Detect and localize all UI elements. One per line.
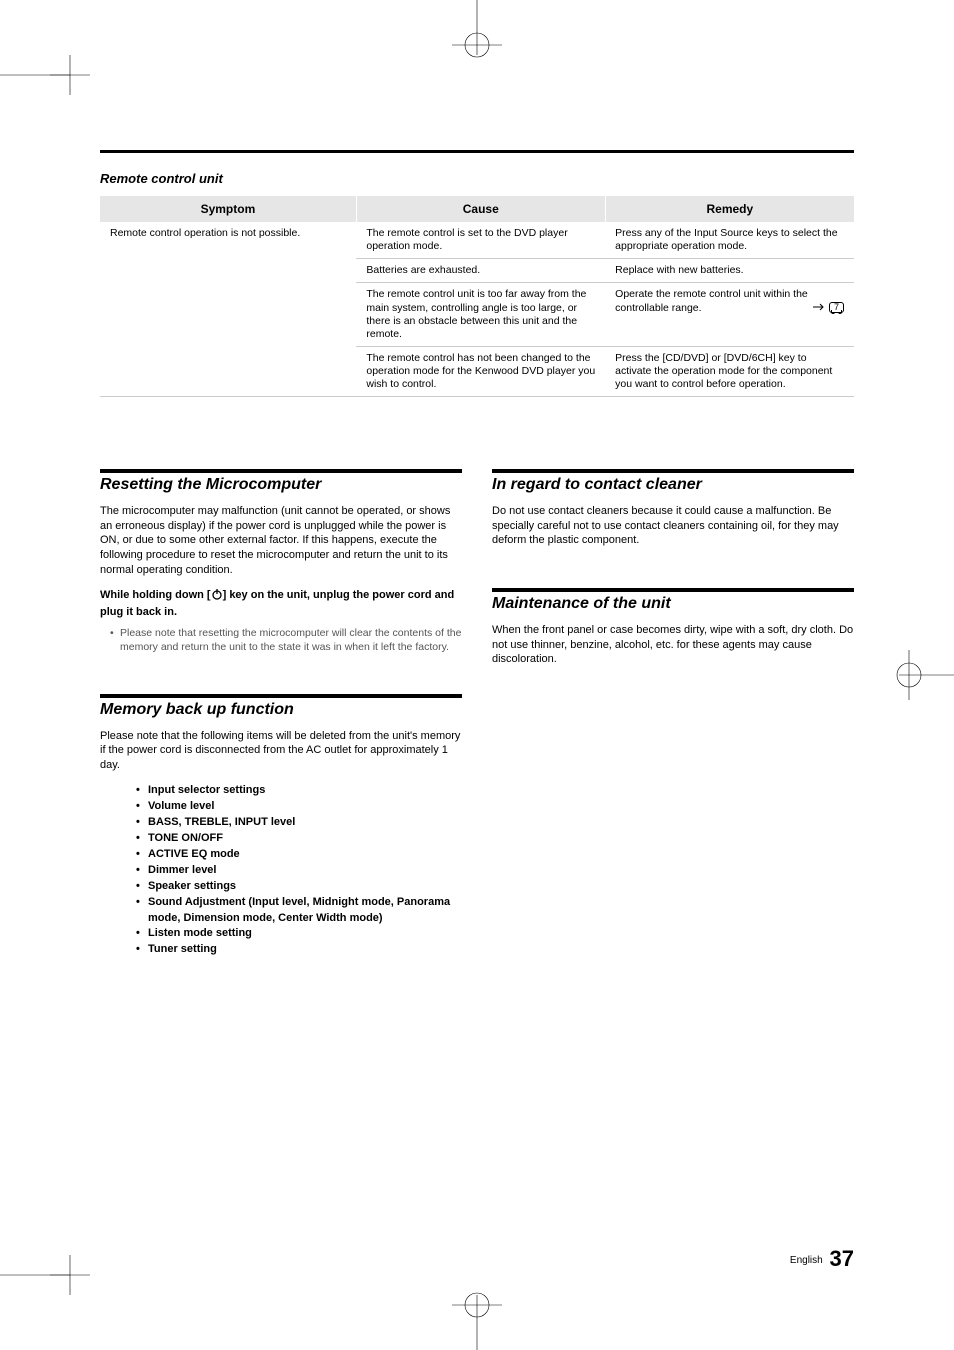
cell-cause: The remote control is set to the DVD pla… [356, 222, 605, 259]
cell-remedy: Replace with new batteries. [605, 259, 854, 283]
registration-mark-bottom [432, 1260, 522, 1350]
section-rule [100, 150, 854, 153]
list-item: Input selector settings [136, 783, 462, 799]
list-item: Volume level [136, 799, 462, 815]
power-icon [211, 588, 223, 605]
list-item: Listen mode setting [136, 926, 462, 942]
cell-symptom: Remote control operation is not possible… [100, 222, 356, 397]
body-text: Do not use contact cleaners because it c… [492, 504, 854, 549]
cell-remedy: Operate the remote control unit within t… [605, 283, 854, 347]
remedy-text: Operate the remote control unit within t… [615, 288, 808, 313]
troubleshooting-table: Symptom Cause Remedy Remote control oper… [100, 196, 854, 397]
footer-page: English 37 [790, 1246, 854, 1272]
registration-mark-top [432, 0, 522, 90]
list-item: Sound Adjustment (Input level, Midnight … [136, 895, 462, 927]
list-item: TONE ON/OFF [136, 831, 462, 847]
registration-mark-right [864, 630, 954, 720]
section-title: Maintenance of the unit [492, 595, 854, 613]
note-list: Please note that resetting the microcomp… [100, 626, 462, 654]
table-row: Remote control operation is not possible… [100, 222, 854, 259]
list-item: Dimmer level [136, 863, 462, 879]
th-cause: Cause [356, 196, 605, 222]
cropmark-bottom-left [0, 1230, 90, 1320]
section-maintenance: Maintenance of the unit When the front p… [492, 588, 854, 667]
cell-cause: The remote control unit is too far away … [356, 283, 605, 347]
cropmark-top-left [0, 30, 90, 120]
section-contact-cleaner: In regard to contact cleaner Do not use … [492, 469, 854, 548]
memory-list: Input selector settings Volume level BAS… [100, 783, 462, 958]
cell-cause: Batteries are exhausted. [356, 259, 605, 283]
section-resetting: Resetting the Microcomputer The microcom… [100, 469, 462, 654]
section-rule [492, 469, 854, 473]
section-title: In regard to contact cleaner [492, 476, 854, 494]
list-item: BASS, TREBLE, INPUT level [136, 815, 462, 831]
section-rule [100, 469, 462, 473]
footer-language: English [790, 1255, 823, 1266]
cell-cause: The remote control has not been changed … [356, 346, 605, 396]
th-remedy: Remedy [605, 196, 854, 222]
body-text: The microcomputer may malfunction (unit … [100, 504, 462, 578]
body-text: When the front panel or case becomes dir… [492, 623, 854, 668]
body-text: Please note that the following items wil… [100, 729, 462, 774]
cell-remedy: Press any of the Input Source keys to se… [605, 222, 854, 259]
section-title: Resetting the Microcomputer [100, 476, 462, 494]
section-rule [100, 694, 462, 698]
section-title: Memory back up function [100, 701, 462, 719]
note-item: Please note that resetting the microcomp… [110, 626, 462, 654]
page-ref-icon: 7 [813, 302, 844, 314]
section-rule [492, 588, 854, 592]
instruction-text: While holding down [] key on the unit, u… [100, 588, 462, 620]
page-ref-number: 7 [829, 302, 844, 314]
list-item: Tuner setting [136, 942, 462, 958]
section-label-remote: Remote control unit [100, 171, 854, 186]
list-item: Speaker settings [136, 879, 462, 895]
list-item: ACTIVE EQ mode [136, 847, 462, 863]
cell-remedy: Press the [CD/DVD] or [DVD/6CH] key to a… [605, 346, 854, 396]
section-memory: Memory back up function Please note that… [100, 694, 462, 958]
th-symptom: Symptom [100, 196, 356, 222]
footer-page-number: 37 [830, 1246, 854, 1271]
